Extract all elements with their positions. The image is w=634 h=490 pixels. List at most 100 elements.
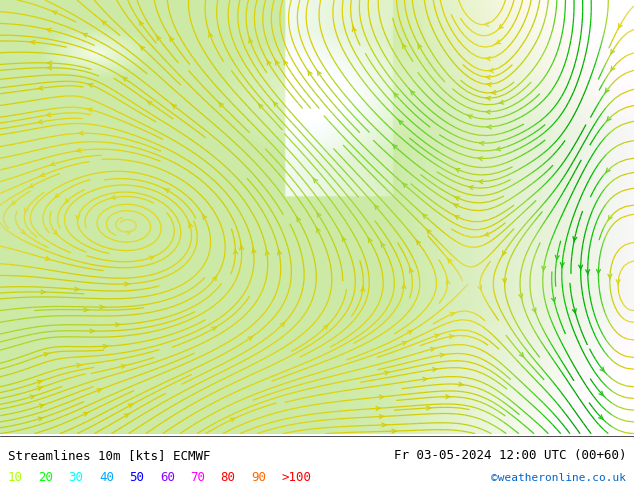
- FancyArrowPatch shape: [427, 229, 431, 234]
- FancyArrowPatch shape: [402, 283, 406, 289]
- FancyArrowPatch shape: [248, 336, 253, 341]
- FancyArrowPatch shape: [432, 368, 437, 371]
- Text: Fr 03-05-2024 12:00 UTC (00+60): Fr 03-05-2024 12:00 UTC (00+60): [394, 449, 626, 463]
- FancyArrowPatch shape: [611, 66, 615, 72]
- FancyArrowPatch shape: [219, 102, 223, 107]
- FancyArrowPatch shape: [147, 101, 152, 105]
- FancyArrowPatch shape: [97, 389, 101, 392]
- FancyArrowPatch shape: [488, 69, 493, 73]
- FancyArrowPatch shape: [84, 412, 88, 416]
- FancyArrowPatch shape: [503, 279, 507, 284]
- FancyArrowPatch shape: [502, 251, 507, 256]
- FancyArrowPatch shape: [172, 104, 177, 108]
- FancyArrowPatch shape: [126, 231, 131, 235]
- FancyArrowPatch shape: [103, 344, 108, 348]
- FancyArrowPatch shape: [90, 329, 94, 333]
- FancyArrowPatch shape: [519, 352, 524, 357]
- FancyArrowPatch shape: [316, 212, 321, 218]
- FancyArrowPatch shape: [39, 86, 43, 90]
- FancyArrowPatch shape: [46, 257, 50, 260]
- FancyArrowPatch shape: [252, 247, 256, 253]
- FancyArrowPatch shape: [480, 142, 484, 145]
- FancyArrowPatch shape: [11, 200, 16, 205]
- FancyArrowPatch shape: [79, 131, 83, 135]
- FancyArrowPatch shape: [38, 120, 42, 123]
- FancyArrowPatch shape: [599, 391, 604, 396]
- FancyArrowPatch shape: [555, 255, 559, 261]
- FancyArrowPatch shape: [616, 280, 620, 285]
- FancyArrowPatch shape: [403, 183, 407, 188]
- FancyArrowPatch shape: [38, 417, 43, 421]
- FancyArrowPatch shape: [600, 367, 605, 372]
- FancyArrowPatch shape: [376, 407, 380, 410]
- FancyArrowPatch shape: [53, 230, 58, 235]
- FancyArrowPatch shape: [209, 32, 212, 37]
- FancyArrowPatch shape: [283, 60, 288, 65]
- FancyArrowPatch shape: [313, 178, 318, 183]
- FancyArrowPatch shape: [519, 294, 522, 299]
- FancyArrowPatch shape: [499, 100, 504, 104]
- FancyArrowPatch shape: [379, 415, 384, 418]
- FancyArrowPatch shape: [486, 110, 490, 114]
- FancyArrowPatch shape: [573, 309, 576, 314]
- FancyArrowPatch shape: [542, 266, 546, 271]
- FancyArrowPatch shape: [598, 415, 604, 419]
- Text: 20: 20: [38, 471, 53, 484]
- FancyArrowPatch shape: [121, 365, 126, 368]
- FancyArrowPatch shape: [379, 395, 384, 399]
- FancyArrowPatch shape: [440, 353, 444, 357]
- Text: >100: >100: [281, 471, 311, 484]
- FancyArrowPatch shape: [361, 286, 365, 292]
- FancyArrowPatch shape: [21, 230, 26, 234]
- FancyArrowPatch shape: [212, 275, 217, 281]
- FancyArrowPatch shape: [586, 270, 590, 275]
- FancyArrowPatch shape: [579, 265, 583, 270]
- FancyArrowPatch shape: [258, 103, 263, 108]
- Text: 80: 80: [221, 471, 236, 484]
- Text: ©weatheronline.co.uk: ©weatheronline.co.uk: [491, 472, 626, 483]
- FancyArrowPatch shape: [374, 205, 379, 210]
- FancyArrowPatch shape: [46, 113, 51, 117]
- FancyArrowPatch shape: [496, 147, 500, 151]
- FancyArrowPatch shape: [37, 387, 42, 390]
- FancyArrowPatch shape: [450, 335, 454, 339]
- FancyArrowPatch shape: [394, 93, 398, 98]
- Text: 70: 70: [190, 471, 205, 484]
- FancyArrowPatch shape: [467, 115, 472, 119]
- Text: Streamlines 10m [kts] ECMWF: Streamlines 10m [kts] ECMWF: [8, 449, 210, 463]
- FancyArrowPatch shape: [392, 429, 396, 433]
- FancyArrowPatch shape: [267, 60, 271, 65]
- FancyArrowPatch shape: [124, 414, 129, 417]
- FancyArrowPatch shape: [77, 364, 81, 368]
- FancyArrowPatch shape: [552, 297, 555, 303]
- FancyArrowPatch shape: [115, 323, 120, 327]
- FancyArrowPatch shape: [427, 406, 431, 410]
- FancyArrowPatch shape: [111, 196, 116, 199]
- FancyArrowPatch shape: [410, 90, 415, 95]
- FancyArrowPatch shape: [447, 258, 452, 263]
- FancyArrowPatch shape: [88, 83, 93, 87]
- FancyArrowPatch shape: [560, 263, 564, 268]
- FancyArrowPatch shape: [605, 168, 610, 173]
- FancyArrowPatch shape: [297, 217, 301, 222]
- FancyArrowPatch shape: [487, 83, 491, 87]
- Text: 50: 50: [129, 471, 145, 484]
- FancyArrowPatch shape: [48, 66, 51, 70]
- FancyArrowPatch shape: [25, 208, 28, 214]
- FancyArrowPatch shape: [76, 148, 81, 152]
- FancyArrowPatch shape: [368, 237, 372, 243]
- FancyArrowPatch shape: [486, 75, 490, 79]
- FancyArrowPatch shape: [41, 290, 46, 294]
- FancyArrowPatch shape: [453, 204, 458, 208]
- FancyArrowPatch shape: [484, 232, 489, 236]
- FancyArrowPatch shape: [533, 308, 536, 314]
- FancyArrowPatch shape: [423, 377, 427, 381]
- FancyArrowPatch shape: [101, 21, 107, 25]
- FancyArrowPatch shape: [30, 40, 35, 44]
- FancyArrowPatch shape: [100, 305, 104, 309]
- FancyArrowPatch shape: [165, 189, 170, 193]
- FancyArrowPatch shape: [307, 71, 312, 75]
- FancyArrowPatch shape: [402, 43, 406, 49]
- FancyArrowPatch shape: [434, 334, 439, 338]
- FancyArrowPatch shape: [605, 88, 609, 93]
